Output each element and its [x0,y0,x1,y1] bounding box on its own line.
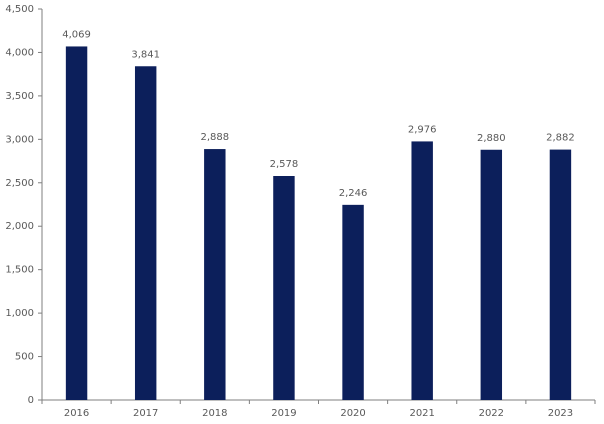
value-label: 2,882 [546,133,575,144]
x-tick-label: 2019 [271,408,296,419]
value-label: 2,976 [408,124,437,135]
bar [204,149,226,400]
y-tick-label: 3,000 [5,134,34,145]
bar [134,66,157,401]
x-tick-label: 2023 [548,408,573,419]
value-label: 4,069 [62,29,91,40]
y-tick-label: 2,500 [5,178,34,189]
x-tick-label: 2017 [133,408,158,419]
bar [273,176,295,400]
value-label: 2,880 [477,133,506,144]
y-tick-label: 3,500 [5,91,34,102]
y-tick-label: 1,500 [5,265,34,276]
x-tick-label: 2018 [202,408,227,419]
x-tick-label: 2016 [64,408,89,419]
x-tick-label: 2022 [479,408,504,419]
y-tick-label: 2,000 [5,221,34,232]
y-tick-label: 0 [28,395,34,406]
value-label: 3,841 [131,49,160,60]
bar [549,149,572,400]
x-tick-label: 2021 [409,408,434,419]
bar [480,149,503,400]
value-label: 2,246 [339,188,368,199]
y-tick-label: 4,500 [5,4,34,15]
bar [342,204,364,400]
y-tick-label: 4,000 [5,47,34,58]
value-label: 2,888 [200,132,229,143]
y-tick-label: 500 [15,352,34,363]
x-tick-label: 2020 [340,408,365,419]
bar [411,141,433,400]
bar [65,46,88,401]
y-tick-label: 1,000 [5,308,34,319]
value-label: 2,578 [270,159,299,170]
